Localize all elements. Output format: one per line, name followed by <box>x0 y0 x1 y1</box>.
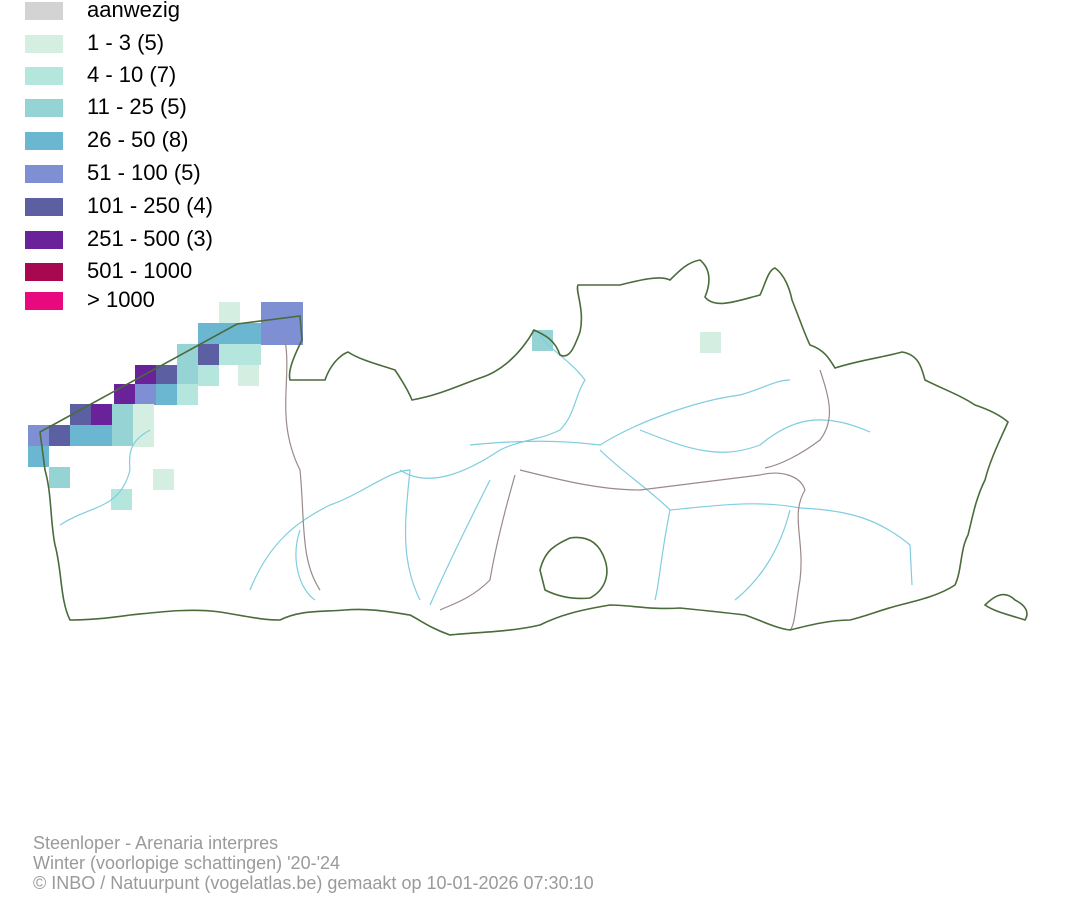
rivers <box>59 334 913 606</box>
grid-cell <box>153 469 174 490</box>
legend-label: 11 - 25 (5) <box>87 94 187 119</box>
grid-cell <box>112 425 133 446</box>
legend-swatch <box>25 165 63 183</box>
legend-label: 4 - 10 (7) <box>87 62 176 87</box>
legend: aanwezig 1 - 3 (5) 4 - 10 (7) 11 - 25 (5) 26… <box>25 0 213 312</box>
grid-cell <box>198 344 219 365</box>
grid-cell <box>70 404 91 425</box>
legend-swatch <box>25 231 63 249</box>
legend-label: 26 - 50 (8) <box>87 127 189 152</box>
grid-cell <box>112 404 133 425</box>
legend-label: 1 - 3 (5) <box>87 30 164 55</box>
footer-species: Steenloper - Arenaria interpres <box>33 833 278 853</box>
grid-cell <box>114 384 135 405</box>
legend-swatch <box>25 99 63 117</box>
grid-cell <box>177 365 198 386</box>
grid-cell <box>238 365 259 386</box>
footer-period: Winter (voorlopige schattingen) '20-'24 <box>33 853 340 873</box>
legend-swatch <box>25 132 63 150</box>
footer-credit: © INBO / Natuurpunt (vogelatlas.be) gema… <box>33 873 594 893</box>
grid-cell <box>219 344 261 365</box>
grid-cell <box>28 446 49 467</box>
grid-cell <box>177 384 198 405</box>
grid-cell <box>91 404 112 425</box>
legend-swatch <box>25 35 63 53</box>
grid-cell <box>156 365 177 386</box>
grid-cell <box>135 365 156 386</box>
borders <box>39 259 1028 636</box>
grid-cell <box>198 365 219 386</box>
legend-swatch <box>25 67 63 85</box>
legend-label: > 1000 <box>87 287 155 312</box>
legend-label: 501 - 1000 <box>87 258 192 283</box>
grid-cell <box>111 489 132 510</box>
grid-cell <box>532 330 553 351</box>
legend-swatch <box>25 2 63 20</box>
grid-cell <box>49 425 70 446</box>
legend-label: aanwezig <box>87 0 180 22</box>
legend-swatch <box>25 263 63 281</box>
grid-cell <box>219 302 240 323</box>
grid-cell <box>177 344 198 365</box>
grid-cell <box>133 404 154 447</box>
legend-label: 251 - 500 (3) <box>87 226 213 251</box>
grid-cell <box>49 467 70 488</box>
legend-label: 51 - 100 (5) <box>87 160 201 185</box>
grid-cell <box>135 384 156 405</box>
grid-cells <box>28 302 721 510</box>
legend-label: 101 - 250 (4) <box>87 193 213 218</box>
legend-swatch <box>25 198 63 216</box>
legend-swatch <box>25 292 63 310</box>
grid-cell <box>700 332 721 353</box>
grid-cell <box>156 384 177 405</box>
grid-cell <box>70 425 112 446</box>
grid-cell <box>198 323 261 344</box>
grid-cell <box>261 302 303 345</box>
